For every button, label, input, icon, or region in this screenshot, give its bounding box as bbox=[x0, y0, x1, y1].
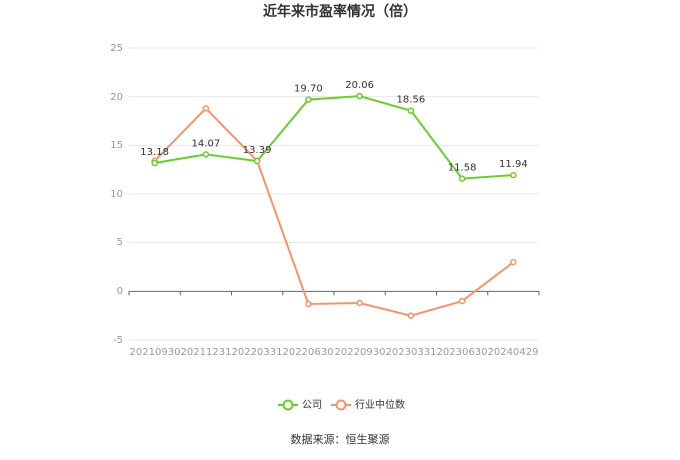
data-label-company: 13.39 bbox=[243, 145, 272, 156]
point-industry-median[interactable] bbox=[305, 300, 312, 308]
point-company[interactable] bbox=[510, 171, 517, 179]
series-layer bbox=[151, 92, 517, 319]
data-label-company: 18.56 bbox=[397, 95, 426, 106]
x-tick-label: 20240429 bbox=[488, 347, 539, 358]
point-company[interactable] bbox=[253, 157, 261, 165]
point-industry-median[interactable] bbox=[407, 312, 415, 319]
x-tick-label: 20211231 bbox=[181, 347, 232, 358]
point-company[interactable] bbox=[407, 107, 415, 114]
legend-marker-industry-median bbox=[335, 399, 347, 411]
y-axis: 25 20 15 10 5 0 -5 bbox=[110, 43, 123, 346]
grid bbox=[128, 47, 540, 341]
legend-label-industry-median: 行业中位数 bbox=[355, 398, 405, 411]
chart-title: 近年来市盈率情况（倍） bbox=[263, 3, 417, 20]
data-label-company: 11.58 bbox=[448, 163, 477, 174]
x-tick-label: 20230331 bbox=[386, 347, 437, 358]
data-label-company: 20.06 bbox=[345, 80, 374, 91]
legend-label-company: 公司 bbox=[302, 400, 322, 411]
x-tick-label: 20230630 bbox=[437, 347, 488, 358]
x-tick-label: 20220930 bbox=[335, 347, 386, 358]
data-label-company: 11.94 bbox=[499, 159, 528, 170]
y-tick-label: 25 bbox=[110, 43, 123, 54]
data-label-company: 14.07 bbox=[192, 138, 221, 149]
legend-item-industry-median[interactable]: 行业中位数 bbox=[331, 398, 405, 411]
y-tick-label: 5 bbox=[117, 237, 123, 248]
x-axis: 20210930 20211231 20220331 20220630 2022… bbox=[130, 347, 539, 358]
point-company[interactable] bbox=[305, 96, 312, 103]
point-industry-median[interactable] bbox=[458, 297, 466, 305]
y-tick-label: 10 bbox=[110, 189, 123, 200]
point-company[interactable] bbox=[202, 151, 210, 158]
x-tick-label: 20220630 bbox=[283, 347, 334, 358]
y-tick-label: -5 bbox=[113, 335, 123, 346]
point-industry-median[interactable] bbox=[202, 105, 210, 112]
data-labels: 13.18 14.07 13.39 19.70 20.06 18.56 11.5… bbox=[140, 80, 527, 174]
point-industry-median[interactable] bbox=[356, 299, 363, 307]
y-tick-label: 20 bbox=[110, 92, 123, 103]
point-company[interactable] bbox=[458, 175, 466, 182]
x-tick-label: 20220331 bbox=[232, 347, 283, 358]
point-company[interactable] bbox=[356, 92, 363, 100]
legend-item-company[interactable]: 公司 bbox=[278, 399, 322, 411]
data-label-company: 19.70 bbox=[294, 84, 323, 95]
y-tick-label: 15 bbox=[110, 140, 123, 151]
data-label-company: 13.18 bbox=[140, 147, 169, 158]
series-line-company bbox=[154, 95, 514, 180]
series-line-industry-median bbox=[153, 106, 514, 317]
point-industry-median[interactable] bbox=[510, 258, 517, 266]
point-company[interactable] bbox=[151, 159, 158, 167]
legend: 公司 行业中位数 bbox=[278, 398, 405, 411]
legend-marker-company bbox=[282, 399, 294, 411]
y-tick-label: 0 bbox=[117, 286, 123, 297]
data-source: 数据来源：恒生聚源 bbox=[291, 432, 390, 446]
x-tick-label: 20210930 bbox=[130, 347, 181, 358]
